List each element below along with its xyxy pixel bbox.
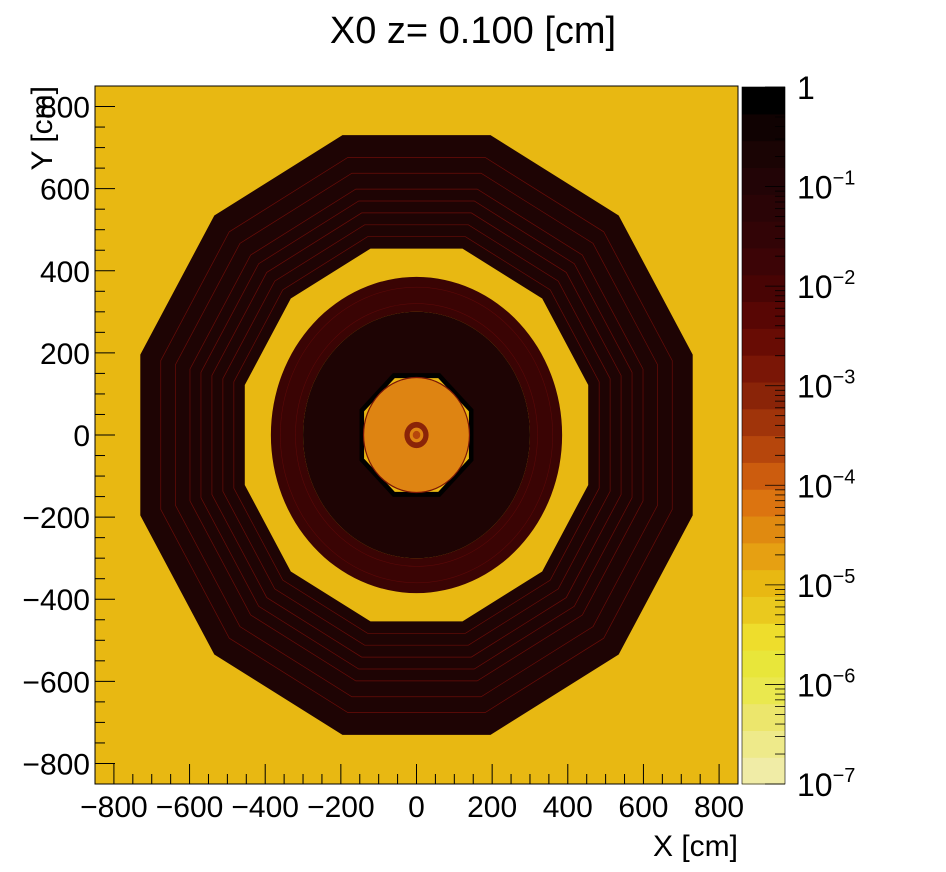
colorbar-swatches [742,87,785,785]
layer-line [175,172,658,698]
dodecagon-layer-lines [160,157,673,713]
y-tick-label: −800 [22,748,90,781]
layer-line [189,188,644,682]
y-tick-label: −600 [22,666,90,699]
colorbar-swatch [742,596,785,624]
colorbar-tick-label: 1 [797,70,815,106]
y-tick-label: −400 [22,584,90,617]
colorbar-swatch [742,221,785,249]
x-axis-tick-labels: −800 −600 −400 −200 0 200 400 600 800 [80,791,744,824]
colorbar-swatch [742,435,785,463]
colorbar-swatch [742,730,785,758]
y-tick-label: 0 [73,420,90,453]
colorbar-swatch [742,140,785,169]
x-tick-label: 600 [618,791,668,824]
layer-line [222,224,611,646]
colorbar-swatch [742,167,785,195]
layer-line [280,286,553,584]
y-tick-label: 200 [40,338,90,371]
colorbar-swatch [742,113,785,142]
outer-dodecagon [140,135,693,735]
colorbar-tick-label: 10−5 [797,566,855,604]
colorbar-frame [741,86,786,785]
colorbar-swatch [742,515,785,544]
colorbar-tick-label: 10−7 [797,765,855,803]
colorbar-swatch [742,703,785,731]
colorbar-swatch [742,301,785,329]
layer-line [200,200,633,670]
colorbar-swatch [742,757,785,785]
colorbar-swatch [742,489,785,517]
heatmap-plot-area [95,86,738,784]
colorbar-swatch [742,274,785,303]
x-tick-label: −400 [231,791,299,824]
colorbar-ticks [765,86,785,785]
colorbar-tick-label: 10−2 [797,267,855,305]
y-axis-ticks [95,85,115,785]
x-tick-label: 400 [543,791,593,824]
layer-line [211,212,622,658]
colorbar-swatch [742,355,785,383]
x-axis-ticks [94,764,739,784]
colorbar-tick-labels: 1 10−1 10−2 10−3 10−4 10−5 10−6 10−7 [797,70,855,803]
y-axis-label: Y [cm] [26,86,59,170]
y-tick-label: 400 [40,256,90,289]
x-tick-label: 0 [408,791,425,824]
y-tick-label: 600 [40,174,90,207]
beampipe-core [412,430,421,440]
x-tick-label: 200 [467,791,517,824]
material-regions [140,135,693,735]
x-axis-label: X [cm] [653,830,738,863]
tracker-outline [362,377,471,493]
colorbar-swatch [742,569,785,597]
y-axis-tick-labels: −800 −600 −400 −200 0 200 400 600 800 [22,92,90,782]
chart-title: X0 z= 0.100 [cm] [330,10,616,52]
layer-line [160,157,673,713]
colorbar: 1 10−1 10−2 10−3 10−4 10−5 10−6 10−7 [741,70,855,803]
colorbar-tick-label: 10−3 [797,367,855,405]
x-tick-label: 800 [694,791,744,824]
x-tick-label: −200 [307,791,375,824]
beampipe-ring [404,421,429,449]
colorbar-swatch [742,408,785,437]
x-tick-label: −600 [156,791,224,824]
x-tick-label: −800 [80,791,148,824]
colorbar-swatch [742,247,785,276]
y-tick-label: −200 [22,502,90,535]
colorbar-tick-label: 10−4 [797,466,855,504]
y-tick-label: 800 [40,92,90,125]
colorbar-swatch [742,328,785,356]
colorbar-swatch [742,87,785,115]
layer-line [233,236,600,634]
colorbar-tick-label: 10−1 [797,168,855,206]
colorbar-swatch [742,542,785,571]
colorbar-swatch [742,194,785,222]
colorbar-tick-label: 10−6 [797,665,855,703]
layer-line [295,303,538,567]
